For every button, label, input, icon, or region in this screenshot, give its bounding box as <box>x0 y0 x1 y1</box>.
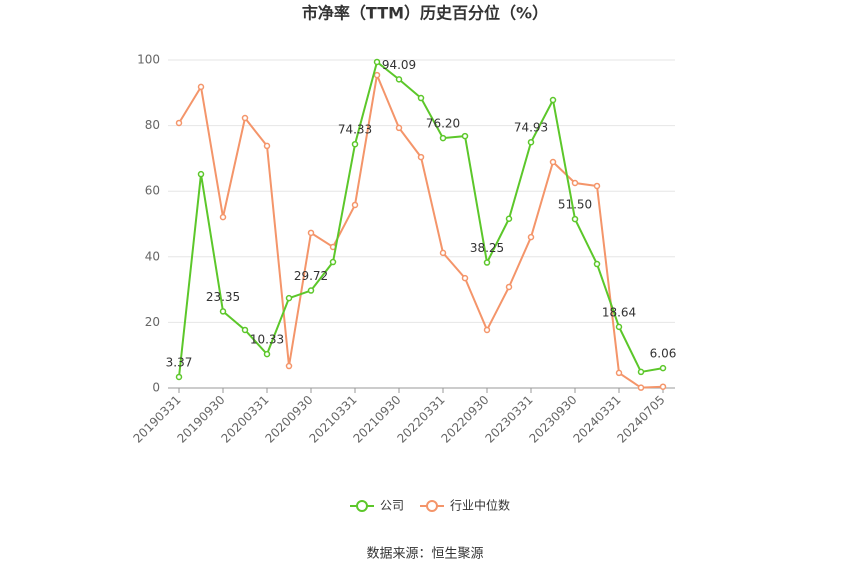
point <box>615 323 623 331</box>
point <box>285 294 293 302</box>
point <box>263 350 271 358</box>
data-label: 76.20 <box>426 117 460 131</box>
point <box>307 229 315 237</box>
point <box>175 373 183 381</box>
point <box>395 124 403 132</box>
point <box>285 362 293 370</box>
point <box>505 283 513 291</box>
point <box>351 201 359 209</box>
chart-title: 市净率（TTM）历史百分位（%） <box>302 4 548 23</box>
legend-marker <box>426 500 438 512</box>
point <box>395 76 403 83</box>
point <box>329 258 337 266</box>
point <box>219 213 227 221</box>
point <box>241 114 249 122</box>
y-tick-label: 80 <box>145 118 160 132</box>
point <box>659 364 667 372</box>
point <box>417 153 425 161</box>
legend-label: 行业中位数 <box>450 498 510 513</box>
series-line <box>178 60 664 378</box>
data-label: 29.72 <box>294 269 328 283</box>
point <box>659 383 667 390</box>
point <box>549 158 557 166</box>
point <box>571 215 579 223</box>
data-label: 23.35 <box>206 290 240 304</box>
point <box>461 132 469 140</box>
point <box>505 215 513 223</box>
point <box>615 369 623 377</box>
point <box>439 134 447 142</box>
legend-item[interactable]: 公司 <box>350 499 404 513</box>
data-label: 74.93 <box>514 121 548 135</box>
data-label: 6.06 <box>650 347 677 361</box>
point <box>549 96 557 104</box>
point <box>263 142 271 150</box>
point <box>637 368 645 376</box>
source: 数据来源：恒生聚源 <box>366 547 483 562</box>
y-tick-label: 40 <box>145 249 160 263</box>
point <box>637 384 645 391</box>
point <box>307 287 315 294</box>
point <box>461 274 469 282</box>
point <box>351 140 359 148</box>
point <box>571 179 579 187</box>
y-tick-label: 0 <box>152 381 160 395</box>
legend-marker <box>356 500 368 512</box>
point <box>241 326 249 334</box>
data-label: 3.37 <box>166 355 193 369</box>
point <box>483 259 491 266</box>
y-tick-label: 60 <box>145 184 160 198</box>
data-label: 10.33 <box>250 333 284 347</box>
legend-item[interactable]: 行业中位数 <box>420 498 510 513</box>
point <box>527 233 535 241</box>
data-label: 51.50 <box>558 198 592 212</box>
point <box>175 119 183 127</box>
point <box>439 249 447 257</box>
legend-label: 公司 <box>380 499 404 513</box>
data-label: 74.33 <box>338 123 372 137</box>
point <box>373 58 381 66</box>
point <box>593 182 601 190</box>
data-label: 38.25 <box>470 241 504 255</box>
y-tick-label: 20 <box>145 315 160 329</box>
point <box>219 308 227 315</box>
x-tick-label: 20240705 <box>615 393 668 446</box>
point <box>197 170 205 178</box>
data-label: 94.09 <box>382 58 416 72</box>
data-label: 18.64 <box>602 305 636 319</box>
point <box>417 94 425 102</box>
point <box>527 138 535 146</box>
point <box>593 260 601 268</box>
point <box>373 71 381 79</box>
point <box>197 83 205 91</box>
y-tick-label: 100 <box>137 53 160 67</box>
point <box>483 326 491 334</box>
